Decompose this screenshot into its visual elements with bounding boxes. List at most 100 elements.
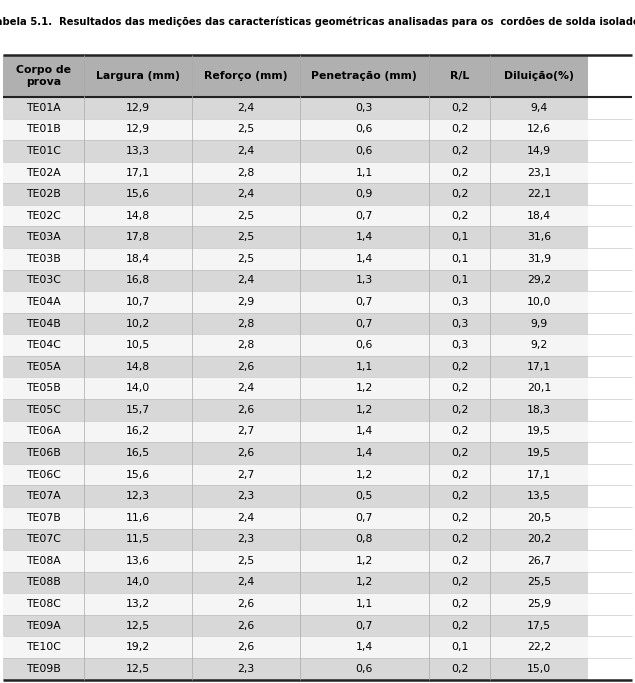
Text: 10,2: 10,2	[126, 318, 150, 329]
Bar	[192, 594, 300, 615]
Bar	[192, 378, 300, 399]
Bar	[300, 248, 429, 270]
Text: TE04A: TE04A	[26, 297, 61, 307]
Bar	[429, 399, 490, 421]
Text: 0,2: 0,2	[451, 167, 468, 178]
Bar	[192, 356, 300, 378]
Text: TE02A: TE02A	[26, 167, 61, 178]
Bar	[490, 529, 588, 550]
Text: 0,2: 0,2	[451, 599, 468, 609]
Bar	[429, 55, 490, 97]
Bar	[3, 183, 84, 205]
Bar	[84, 572, 192, 594]
Text: 2,5: 2,5	[237, 124, 255, 135]
Bar	[3, 291, 84, 313]
Text: 2,6: 2,6	[237, 405, 255, 415]
Bar	[429, 119, 490, 140]
Text: TE05B: TE05B	[26, 383, 61, 393]
Text: 17,1: 17,1	[126, 167, 150, 178]
Text: 2,4: 2,4	[237, 146, 255, 156]
Bar	[3, 227, 84, 248]
Text: 19,2: 19,2	[126, 642, 150, 652]
Bar	[490, 442, 588, 464]
Bar	[429, 183, 490, 205]
Bar	[192, 399, 300, 421]
Text: 0,6: 0,6	[356, 340, 373, 350]
Bar	[3, 140, 84, 162]
Text: 0,9: 0,9	[356, 189, 373, 199]
Text: TE08C: TE08C	[26, 599, 61, 609]
Bar	[84, 486, 192, 507]
Text: 0,7: 0,7	[356, 513, 373, 522]
Bar	[84, 637, 192, 658]
Text: 0,1: 0,1	[451, 642, 468, 652]
Text: 17,1: 17,1	[527, 362, 551, 372]
Text: 2,5: 2,5	[237, 556, 255, 566]
Bar	[3, 507, 84, 529]
Text: 2,6: 2,6	[237, 621, 255, 630]
Bar	[3, 162, 84, 183]
Text: 13,2: 13,2	[126, 599, 150, 609]
Bar	[3, 421, 84, 442]
Text: 2,9: 2,9	[237, 297, 255, 307]
Text: 12,9: 12,9	[126, 102, 150, 113]
Bar	[84, 335, 192, 356]
Bar	[3, 572, 84, 594]
Text: Penetração (mm): Penetração (mm)	[311, 71, 417, 81]
Bar	[490, 313, 588, 335]
Text: TE02C: TE02C	[26, 210, 61, 221]
Bar	[84, 140, 192, 162]
Bar	[300, 378, 429, 399]
Bar	[429, 335, 490, 356]
Text: 2,4: 2,4	[237, 578, 255, 587]
Bar	[192, 615, 300, 637]
Text: 9,2: 9,2	[530, 340, 548, 350]
Bar	[300, 637, 429, 658]
Bar	[300, 140, 429, 162]
Text: 9,4: 9,4	[530, 102, 548, 113]
Text: 2,8: 2,8	[237, 167, 255, 178]
Bar	[192, 637, 300, 658]
Bar	[490, 507, 588, 529]
Bar	[429, 162, 490, 183]
Bar	[429, 658, 490, 680]
Bar	[300, 119, 429, 140]
Bar	[429, 421, 490, 442]
Bar	[192, 205, 300, 227]
Text: 0,2: 0,2	[451, 448, 468, 458]
Bar	[429, 529, 490, 550]
Bar	[429, 378, 490, 399]
Bar	[300, 291, 429, 313]
Text: 14,9: 14,9	[527, 146, 551, 156]
Bar	[490, 55, 588, 97]
Bar	[192, 421, 300, 442]
Bar	[300, 486, 429, 507]
Text: TE04B: TE04B	[26, 318, 61, 329]
Bar	[3, 637, 84, 658]
Bar	[84, 399, 192, 421]
Bar	[490, 97, 588, 119]
Text: 0,2: 0,2	[451, 470, 468, 479]
Bar	[84, 270, 192, 291]
Text: 2,7: 2,7	[237, 470, 255, 479]
Text: 22,1: 22,1	[527, 189, 551, 199]
Bar	[84, 162, 192, 183]
Bar	[300, 615, 429, 637]
Bar	[192, 55, 300, 97]
Bar	[490, 399, 588, 421]
Bar	[3, 658, 84, 680]
Bar	[429, 572, 490, 594]
Bar	[84, 529, 192, 550]
Text: 17,5: 17,5	[527, 621, 551, 630]
Text: 2,4: 2,4	[237, 102, 255, 113]
Text: Reforço (mm): Reforço (mm)	[204, 71, 288, 81]
Text: 0,2: 0,2	[451, 426, 468, 436]
Bar	[192, 572, 300, 594]
Text: TE09B: TE09B	[26, 664, 61, 674]
Bar	[490, 572, 588, 594]
Text: 0,1: 0,1	[451, 275, 468, 285]
Bar	[490, 119, 588, 140]
Text: 13,3: 13,3	[126, 146, 150, 156]
Text: 2,3: 2,3	[237, 491, 255, 501]
Text: 0,2: 0,2	[451, 102, 468, 113]
